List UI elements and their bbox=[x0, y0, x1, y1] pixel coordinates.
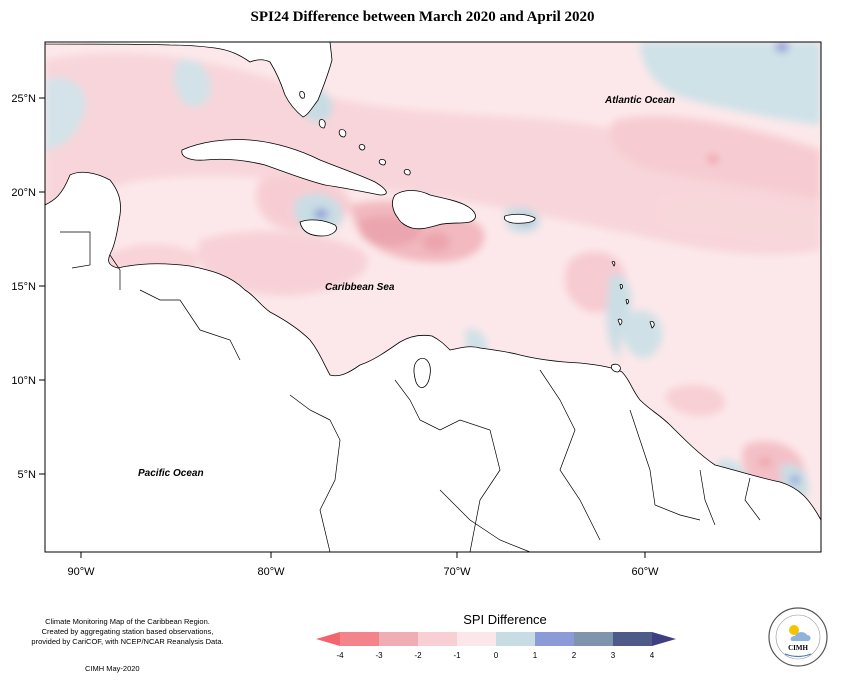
lat-tick-25: 25°N bbox=[11, 93, 45, 105]
color-legend: -4 -3 -2 -1 0 1 2 3 4 bbox=[316, 632, 676, 660]
footer-note-line: provided by CariCOF, with NCEP/NCAR Rean… bbox=[31, 637, 224, 646]
lon-tick-label: 70°W bbox=[443, 566, 471, 578]
legend-color-box bbox=[457, 632, 496, 646]
legend-tick-labels: -4 -3 -2 -1 0 1 2 3 4 bbox=[336, 651, 654, 660]
logo-text: CIMH bbox=[788, 644, 808, 652]
lon-tick-label: 90°W bbox=[67, 566, 95, 578]
legend-tick-label: -4 bbox=[336, 651, 344, 660]
lat-tick-20: 20°N bbox=[11, 187, 45, 199]
legend-under-arrow bbox=[316, 632, 340, 646]
legend-color-box bbox=[535, 632, 574, 646]
lat-tick-label: 20°N bbox=[11, 187, 36, 199]
map-title: SPI24 Difference between March 2020 and … bbox=[250, 9, 595, 25]
map-frame bbox=[44, 41, 822, 553]
legend-color-box bbox=[379, 632, 418, 646]
footer-note-line: Climate Monitoring Map of the Caribbean … bbox=[45, 617, 210, 626]
atlantic-ocean-label: Atlantic Ocean bbox=[604, 95, 675, 106]
sun-icon bbox=[789, 625, 799, 635]
lon-tick-90: 90°W bbox=[67, 552, 95, 578]
legend-color-boxes bbox=[316, 632, 676, 646]
legend-over-arrow bbox=[652, 632, 676, 646]
legend-color-box bbox=[496, 632, 535, 646]
legend-tick-label: -3 bbox=[375, 651, 383, 660]
footer-note: Climate Monitoring Map of the Caribbean … bbox=[20, 617, 235, 647]
pacific-ocean-label: Pacific Ocean bbox=[138, 468, 204, 479]
lon-tick-label: 80°W bbox=[257, 566, 285, 578]
lon-tick-60: 60°W bbox=[631, 552, 659, 578]
legend-color-box bbox=[574, 632, 613, 646]
legend-tick-label: 1 bbox=[533, 651, 538, 660]
footer-note-line: Created by aggregating station based obs… bbox=[41, 627, 214, 636]
cimh-logo: CIMH bbox=[768, 607, 828, 667]
footer-credit: CIMH May-2020 bbox=[85, 664, 140, 673]
lat-tick-label: 10°N bbox=[11, 375, 36, 387]
legend-tick-label: 3 bbox=[611, 651, 616, 660]
legend-tick-label: 4 bbox=[650, 651, 655, 660]
legend-tick-label: 2 bbox=[572, 651, 577, 660]
lon-tick-80: 80°W bbox=[257, 552, 285, 578]
lat-tick-label: 5°N bbox=[18, 469, 37, 481]
lat-tick-5: 5°N bbox=[18, 469, 45, 481]
spi-difference-map: Atlantic Ocean Caribbean Sea Pacific Oce… bbox=[11, 41, 822, 578]
legend-title: SPI Difference bbox=[463, 612, 547, 627]
lat-tick-15: 15°N bbox=[11, 281, 45, 293]
land-masses bbox=[45, 42, 821, 552]
lat-tick-label: 25°N bbox=[11, 93, 36, 105]
cloud-icon bbox=[790, 632, 811, 641]
legend-color-box bbox=[340, 632, 379, 646]
legend-tick-label: -2 bbox=[414, 651, 422, 660]
legend-color-box bbox=[418, 632, 457, 646]
legend-tick-label: 0 bbox=[494, 651, 499, 660]
lon-tick-label: 60°W bbox=[631, 566, 659, 578]
lat-tick-10: 10°N bbox=[11, 375, 45, 387]
legend-tick-label: -1 bbox=[453, 651, 461, 660]
longitude-axis: 90°W 80°W 70°W 60°W bbox=[67, 552, 659, 578]
lon-tick-70: 70°W bbox=[443, 552, 471, 578]
lat-tick-label: 15°N bbox=[11, 281, 36, 293]
latitude-axis: 25°N 20°N 15°N 10°N 5°N bbox=[11, 93, 45, 481]
caribbean-sea-label: Caribbean Sea bbox=[325, 282, 395, 293]
country-borders bbox=[60, 231, 761, 552]
legend-color-box bbox=[613, 632, 652, 646]
